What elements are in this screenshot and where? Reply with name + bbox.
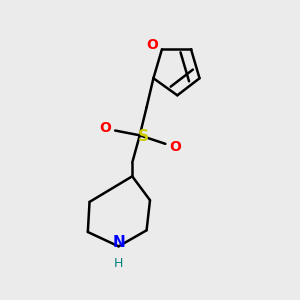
Text: O: O (146, 38, 158, 52)
Text: O: O (100, 121, 112, 135)
Text: S: S (138, 129, 149, 144)
Text: H: H (114, 257, 123, 270)
Text: N: N (112, 236, 125, 250)
Text: O: O (169, 140, 181, 154)
